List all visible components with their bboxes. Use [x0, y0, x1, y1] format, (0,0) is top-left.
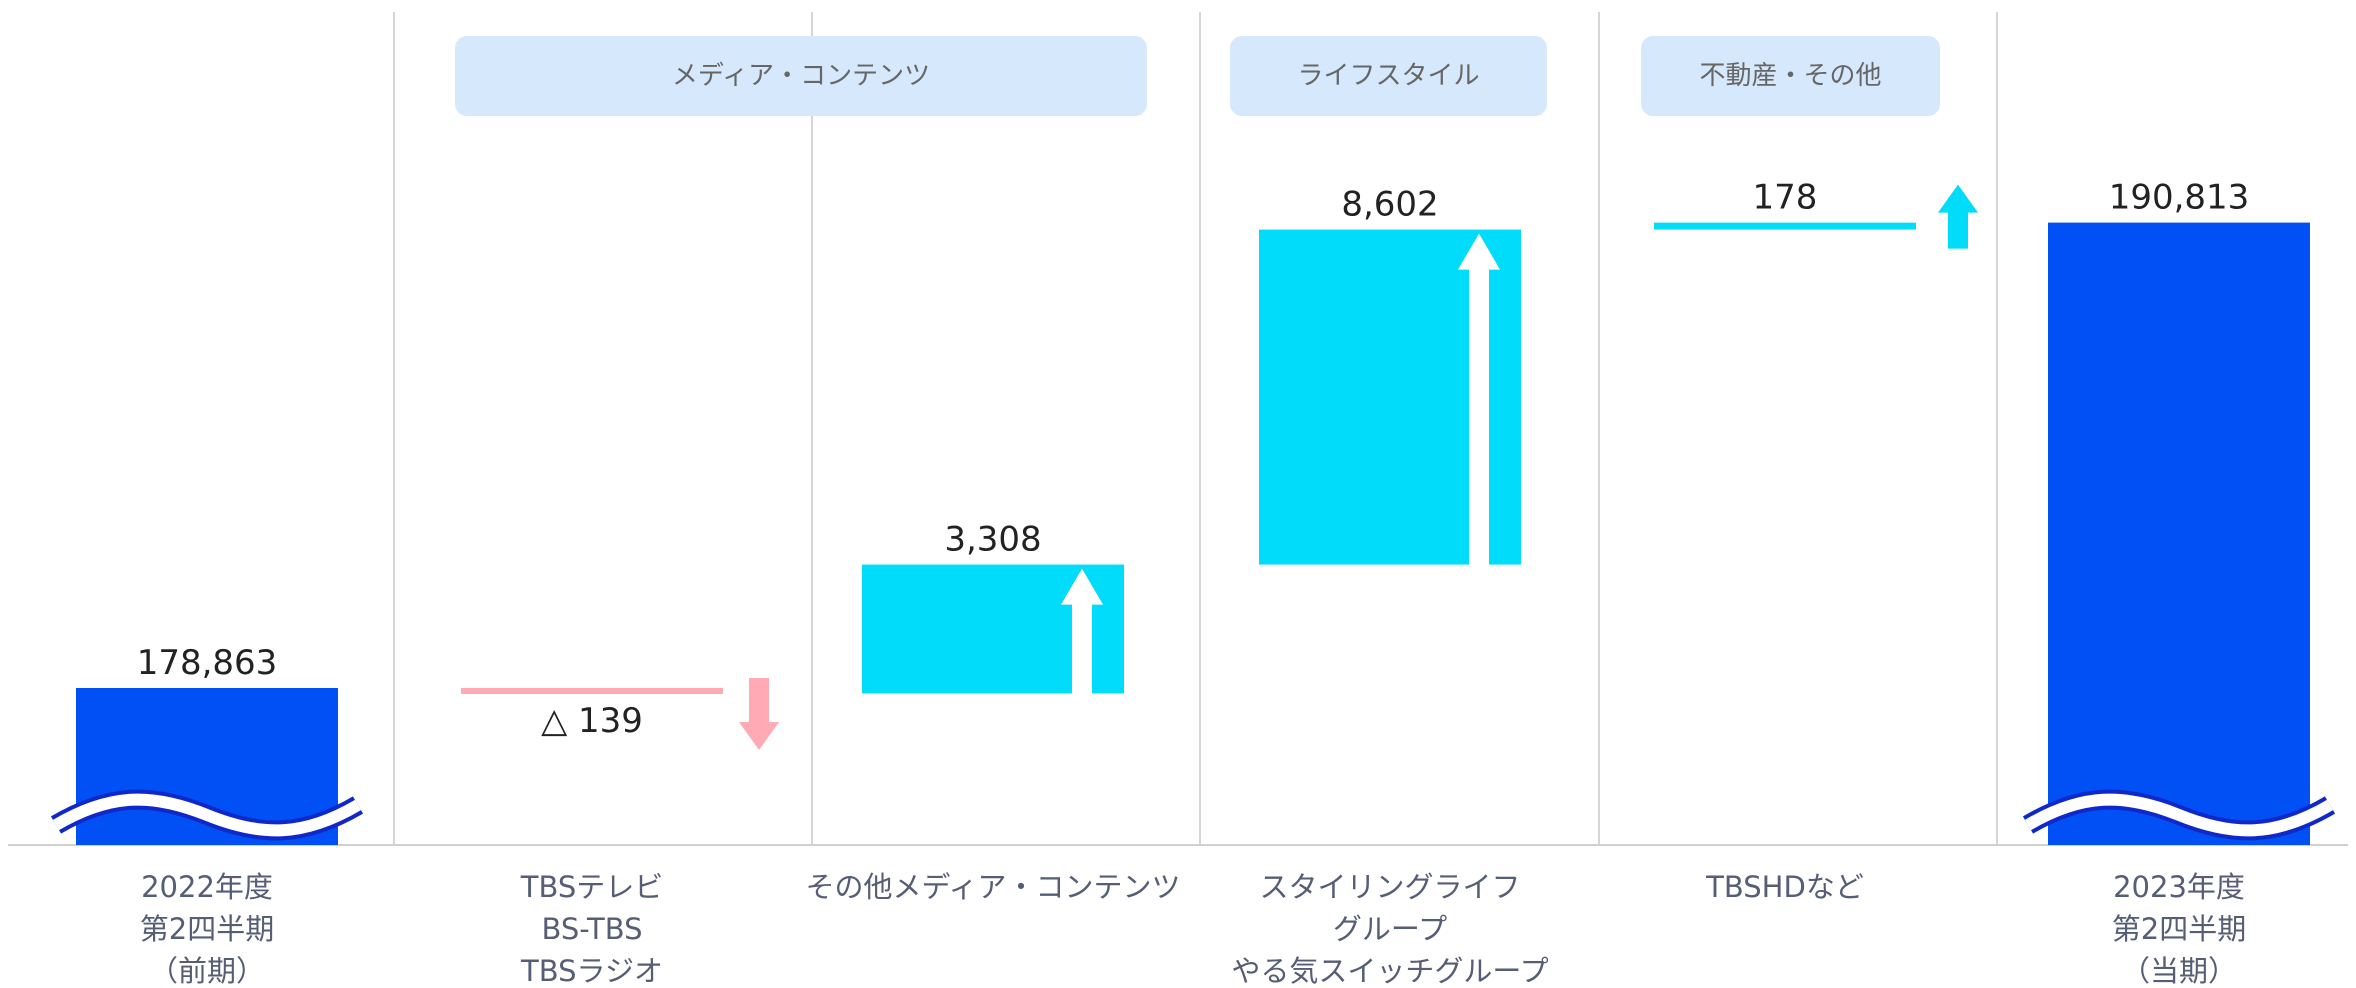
category-label: BS-TBS: [541, 912, 642, 946]
decrease-arrow-icon: [739, 678, 779, 750]
category-label: 2022年度: [141, 870, 273, 904]
group-label-text: 不動産・その他: [1699, 61, 1881, 91]
category-label: その他メディア・コンテンツ: [806, 870, 1181, 904]
category-label: 第2四半期: [2112, 912, 2246, 946]
category-label: （前期）: [149, 954, 265, 988]
group-label: ライフスタイル: [1230, 36, 1547, 116]
axis-break: [2022, 789, 2336, 841]
category-label: TBSHDなど: [1705, 870, 1864, 904]
category-label: TBSラジオ: [520, 954, 663, 988]
group-label: メディア・コンテンツ: [455, 36, 1147, 116]
increase-arrow-icon: [1061, 568, 1103, 696]
value-label: 8,602: [1341, 185, 1438, 225]
group-label-pill: [455, 36, 1147, 116]
value-label: 178,863: [137, 643, 278, 683]
increase-arrow-icon: [1938, 184, 1978, 249]
axis-break-wave: [2024, 793, 2334, 837]
increase-arrow-icon: [1458, 233, 1500, 567]
category-label: TBSテレビ: [520, 870, 664, 904]
axis-break: [50, 789, 364, 841]
delta-bar: [461, 688, 723, 694]
category-label: （当期）: [2121, 954, 2237, 988]
delta-bar: [1654, 222, 1916, 230]
value-label: △ 139: [541, 701, 643, 741]
group-label-text: メディア・コンテンツ: [672, 61, 930, 91]
category-label: スタイリングライフ: [1259, 870, 1520, 904]
value-label: 3,308: [944, 520, 1041, 560]
category-label: グループ: [1333, 912, 1447, 946]
value-label: 190,813: [2109, 178, 2250, 218]
value-label: 178: [1753, 178, 1818, 218]
category-label: 2023年度: [2113, 870, 2245, 904]
group-label: 不動産・その他: [1641, 36, 1940, 116]
group-label-pill: [1230, 36, 1547, 116]
axis-break-wave: [52, 793, 362, 837]
group-label-text: ライフスタイル: [1297, 61, 1479, 91]
total-bar: [2048, 222, 2310, 846]
category-label: やる気スイッチグループ: [1231, 954, 1548, 988]
group-label-pill: [1641, 36, 1940, 116]
category-label: 第2四半期: [140, 912, 274, 946]
